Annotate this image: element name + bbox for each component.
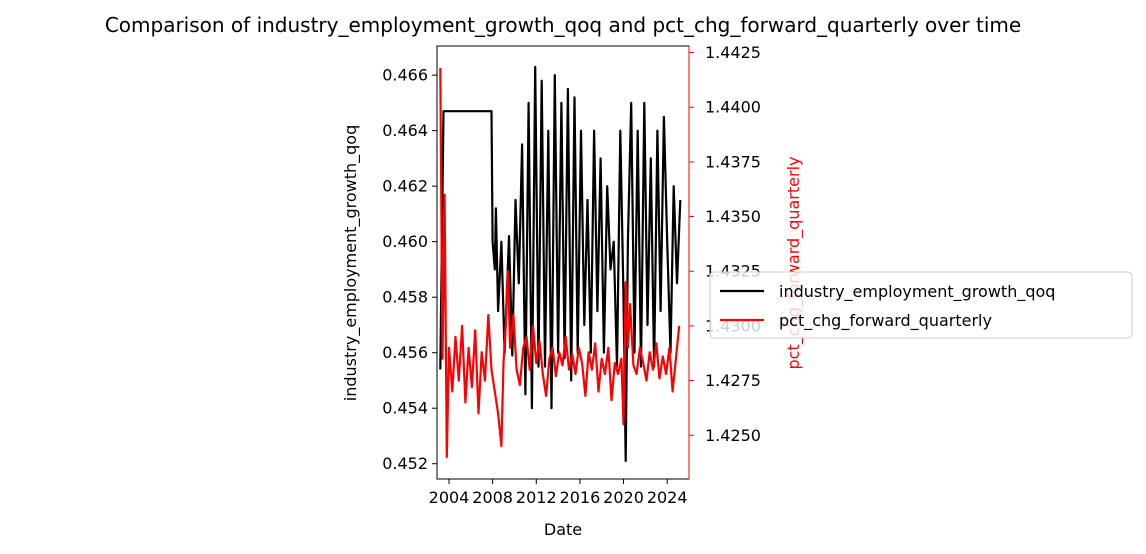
x-axis-label: Date [544, 520, 582, 539]
series-line-employment-growth [439, 65, 682, 463]
x-tick-label: 2016 [560, 488, 601, 507]
legend: industry_employment_growth_qoq pct_chg_f… [709, 271, 1133, 339]
x-axis-ticks: 2004 2008 2012 2016 2020 2024 [429, 479, 688, 507]
left-axis-label: industry_employment_growth_qoq [341, 125, 361, 401]
left-tick-label: 0.464 [382, 121, 428, 140]
left-tick-label: 0.456 [382, 343, 428, 362]
x-tick-label: 2024 [647, 488, 688, 507]
right-tick-label: 1.4275 [705, 371, 761, 390]
right-tick-label: 1.4400 [705, 98, 761, 117]
chart-title: Comparison of industry_employment_growth… [105, 13, 1021, 37]
left-tick-label: 0.458 [382, 288, 428, 307]
right-tick-label: 1.4250 [705, 426, 761, 445]
right-tick-label: 1.4375 [705, 152, 761, 171]
left-tick-label: 0.460 [382, 232, 428, 251]
legend-label-pct-chg: pct_chg_forward_quarterly [779, 311, 992, 331]
left-tick-label: 0.452 [382, 454, 428, 473]
left-axis-ticks: 0.452 0.454 0.456 0.458 0.460 0.462 0.464 0.466 [382, 66, 437, 473]
x-tick-label: 2008 [472, 488, 513, 507]
right-tick-label: 1.4350 [705, 207, 761, 226]
left-tick-label: 0.454 [382, 399, 428, 418]
series-layer [439, 65, 682, 463]
left-tick-label: 0.466 [382, 66, 428, 85]
legend-label-employment: industry_employment_growth_qoq [779, 282, 1055, 302]
x-tick-label: 2012 [516, 488, 557, 507]
left-tick-label: 0.462 [382, 177, 428, 196]
x-tick-label: 2004 [429, 488, 470, 507]
right-tick-label: 1.4425 [705, 43, 761, 62]
x-tick-label: 2020 [603, 488, 644, 507]
series-line-pct-chg-forward [439, 67, 681, 459]
legend-box [709, 271, 1133, 339]
right-axis-ticks: 1.42501.42751.43001.43251.43501.43751.44… [689, 43, 761, 445]
